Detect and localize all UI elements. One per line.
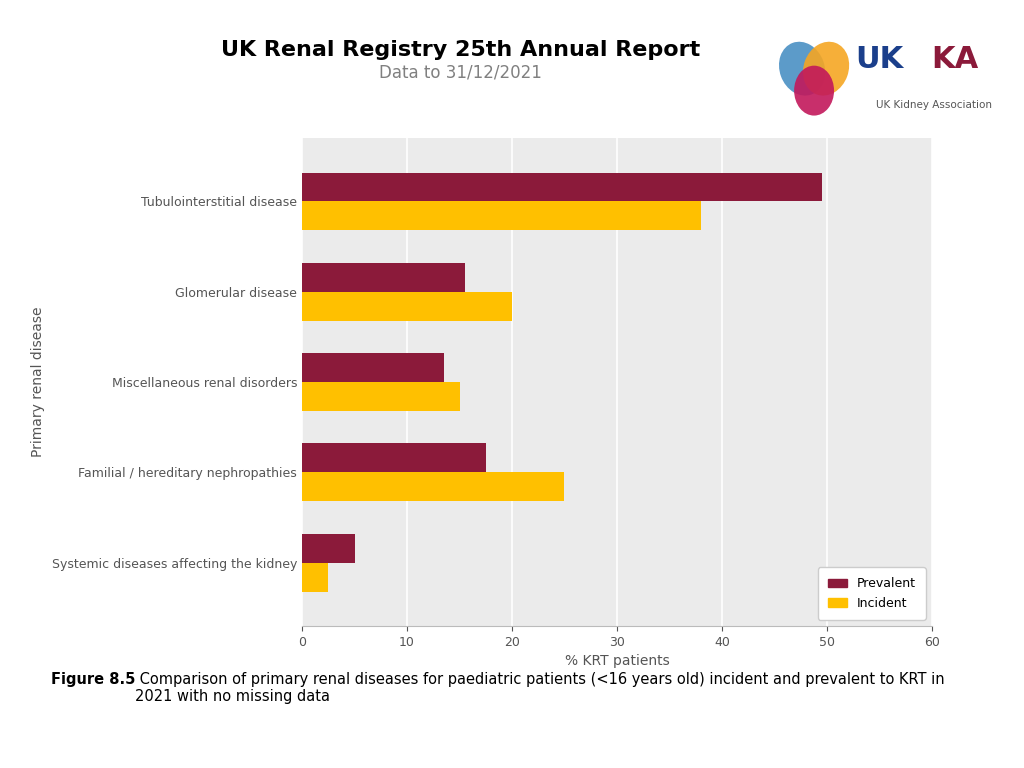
Text: Comparison of primary renal diseases for paediatric patients (<16 years old) inc: Comparison of primary renal diseases for… xyxy=(135,672,945,704)
Text: Figure 8.5: Figure 8.5 xyxy=(51,672,135,687)
Bar xyxy=(302,534,354,563)
X-axis label: % KRT patients: % KRT patients xyxy=(564,654,670,668)
Text: UK Renal Registry 25th Annual Report: UK Renal Registry 25th Annual Report xyxy=(221,40,700,60)
Y-axis label: Primary renal disease: Primary renal disease xyxy=(31,307,45,457)
Bar xyxy=(302,201,700,230)
Bar xyxy=(302,563,329,591)
Legend: Prevalent, Incident: Prevalent, Incident xyxy=(818,568,926,620)
Bar xyxy=(302,263,465,292)
Bar xyxy=(302,353,443,382)
Bar xyxy=(302,292,512,321)
Ellipse shape xyxy=(803,41,849,95)
Bar xyxy=(302,173,821,201)
Text: UK Kidney Association: UK Kidney Association xyxy=(877,100,992,111)
Text: UK: UK xyxy=(855,45,903,74)
Bar xyxy=(302,472,564,502)
Ellipse shape xyxy=(779,41,825,95)
Bar xyxy=(302,443,485,472)
Text: Data to 31/12/2021: Data to 31/12/2021 xyxy=(379,64,543,82)
Ellipse shape xyxy=(795,66,834,116)
Bar xyxy=(302,382,460,411)
Text: KA: KA xyxy=(931,45,979,74)
